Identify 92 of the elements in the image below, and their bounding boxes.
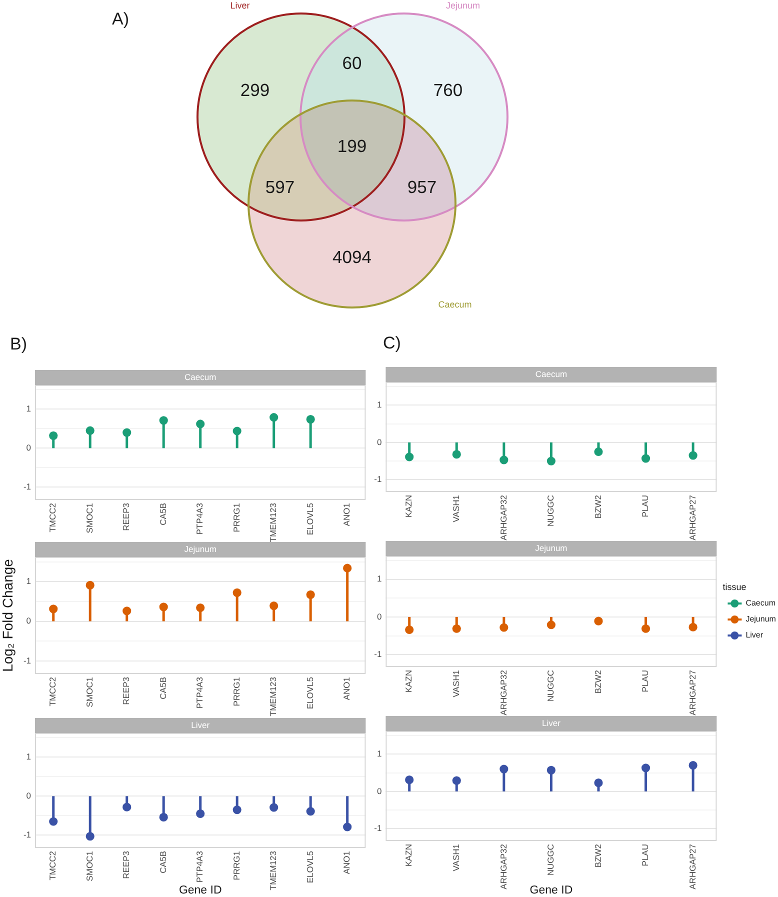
x-tick-label: ANO1: [342, 502, 352, 526]
x-tick-label: ARHGAP27: [687, 494, 698, 540]
x-tick-label: PLAU: [640, 844, 650, 866]
x-tick-label: NUGGC: [546, 670, 556, 702]
legend-label: Jejunum: [746, 614, 776, 624]
legend-label: Jejunum: [446, 0, 480, 10]
x-tick-label: TMEM123: [268, 502, 278, 542]
x-tick-label: PRRG1: [231, 676, 242, 706]
x-tick-label: ARHGAP32: [498, 670, 508, 716]
x-tick-label: CA5B: [158, 502, 168, 526]
text: B): [10, 334, 27, 354]
x-tick-label: PRRG1: [231, 502, 242, 532]
text: 957: [407, 176, 437, 197]
text: A): [112, 10, 129, 29]
y-tick-label: 0: [376, 786, 382, 796]
x-tick-label: ARHGAP32: [498, 494, 508, 540]
x-tick-label: TMCC2: [48, 850, 58, 880]
text: 199: [337, 136, 367, 156]
chart-title: Jejunum: [535, 542, 568, 553]
y-tick-label: 1: [376, 748, 382, 758]
legend-label: Caecum: [438, 299, 472, 310]
x-tick-label: TMCC2: [48, 676, 58, 706]
x-tick-label: PRRG1: [231, 850, 242, 880]
text: 760: [433, 80, 463, 100]
y-tick-label: 1: [26, 404, 32, 414]
y-tick-label: 0: [26, 616, 32, 626]
y-axis-title: Log₂ Fold Change: [0, 558, 16, 672]
x-tick-label: PTP4A3: [194, 502, 205, 535]
y-tick-label: -1: [23, 481, 32, 492]
chart-title: Liver: [191, 720, 210, 730]
x-tick-label: SMOC1: [84, 850, 94, 882]
x-tick-label: ARHGAP27: [687, 844, 698, 890]
legend-label: Caecum: [746, 598, 776, 608]
x-tick-label: ANO1: [342, 850, 352, 874]
x-tick-label: TMEM123: [268, 676, 278, 716]
x-tick-label: KAZN: [404, 495, 414, 518]
y-tick-label: -1: [23, 655, 32, 666]
x-tick-label: VASH1: [450, 494, 461, 522]
x-tick-label: PTP4A3: [194, 850, 205, 883]
legend-label: Liver: [746, 630, 764, 640]
text: 299: [240, 80, 270, 100]
chart-title: Jejunum: [184, 544, 216, 554]
y-tick-label: 0: [26, 790, 32, 800]
y-tick-label: -1: [374, 648, 382, 659]
y-tick-label: -1: [374, 474, 382, 484]
legend-label: Liver: [230, 0, 250, 10]
y-tick-label: 0: [26, 442, 32, 452]
x-tick-label: KAZN: [404, 844, 414, 867]
x-tick-label: PLAU: [640, 495, 650, 518]
x-tick-label: TMEM123: [268, 850, 278, 890]
text: 60: [342, 52, 362, 73]
x-tick-label: BZW2: [592, 844, 603, 868]
x-tick-label: TMCC2: [48, 502, 58, 532]
y-tick-label: 0: [376, 611, 382, 622]
x-tick-label: ANO1: [342, 676, 352, 700]
x-tick-label: REEP3: [121, 850, 132, 879]
x-tick-label: ARHGAP27: [687, 670, 698, 716]
x-axis-title: Gene ID: [530, 884, 573, 896]
x-tick-label: PTP4A3: [194, 676, 205, 709]
text: 4094: [332, 246, 372, 267]
legend-title: tissue: [722, 582, 746, 592]
y-tick-label: -1: [374, 823, 382, 834]
text: 597: [265, 176, 295, 197]
y-tick-label: 1: [26, 576, 32, 586]
x-tick-label: SMOC1: [84, 502, 94, 534]
y-tick-label: 1: [376, 399, 382, 410]
x-tick-label: BZW2: [592, 670, 603, 694]
x-tick-label: ARHGAP32: [498, 844, 508, 890]
chart-title: Caecum: [535, 368, 568, 379]
x-tick-label: VASH1: [450, 844, 461, 872]
x-tick-label: SMOC1: [84, 676, 94, 708]
x-tick-label: REEP3: [121, 676, 132, 705]
x-axis-title: Gene ID: [178, 884, 222, 896]
x-tick-label: PLAU: [640, 670, 650, 692]
x-tick-label: NUGGC: [546, 495, 556, 527]
chart-title: Caecum: [184, 372, 216, 382]
x-tick-label: KAZN: [404, 670, 414, 693]
y-tick-label: 1: [26, 752, 32, 762]
x-tick-label: NUGGC: [546, 844, 556, 876]
y-tick-label: -1: [23, 829, 32, 840]
y-tick-label: 0: [376, 436, 382, 447]
y-tick-label: 1: [376, 574, 382, 584]
x-tick-label: REEP3: [121, 502, 132, 531]
text: C): [383, 334, 401, 353]
x-tick-label: ELOVL5: [304, 850, 315, 884]
x-tick-label: BZW2: [592, 494, 603, 519]
x-tick-label: ELOVL5: [304, 676, 315, 710]
x-tick-label: VASH1: [450, 670, 461, 698]
x-tick-label: ELOVL5: [304, 502, 315, 536]
x-tick-label: CA5B: [158, 850, 168, 874]
x-tick-label: CA5B: [158, 676, 168, 700]
chart-title: Liver: [542, 718, 561, 728]
